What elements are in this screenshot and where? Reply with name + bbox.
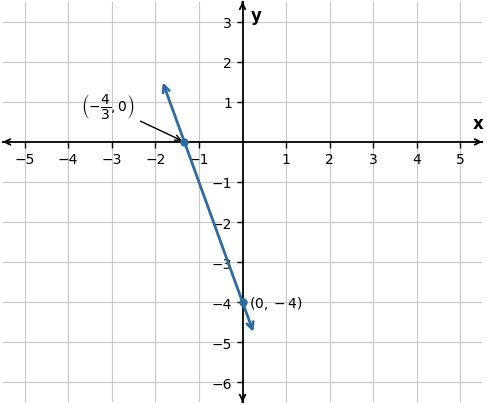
Text: $\left(-\dfrac{4}{3}, 0\right)$: $\left(-\dfrac{4}{3}, 0\right)$ [81, 92, 181, 141]
Text: y: y [250, 7, 261, 25]
Text: $(0, -4)$: $(0, -4)$ [249, 294, 302, 311]
Text: x: x [472, 115, 483, 132]
